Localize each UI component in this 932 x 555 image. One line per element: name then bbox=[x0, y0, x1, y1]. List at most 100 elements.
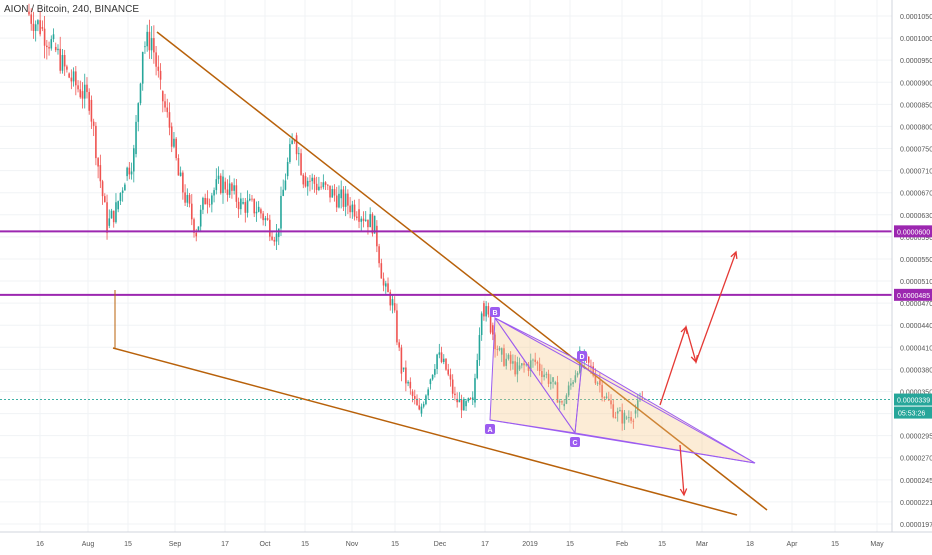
candle-body bbox=[458, 399, 461, 403]
pattern-point-badge bbox=[577, 351, 587, 361]
candle-body bbox=[625, 417, 628, 419]
candle-body bbox=[621, 410, 623, 424]
x-tick-label: 17 bbox=[221, 541, 229, 548]
y-tick-label: 0.0000630 bbox=[900, 213, 932, 220]
candle-body bbox=[271, 236, 273, 240]
arrow-head bbox=[679, 488, 688, 497]
candle-body bbox=[518, 365, 521, 370]
candle-body bbox=[186, 194, 189, 203]
candle-body bbox=[39, 20, 41, 35]
y-tick-label: 0.0000850 bbox=[900, 102, 932, 109]
y-tick-label: 0.0000197 bbox=[900, 522, 932, 529]
candle-body bbox=[396, 310, 398, 343]
candle-body bbox=[83, 84, 86, 99]
candle-body bbox=[440, 352, 443, 363]
candle-body bbox=[429, 379, 432, 385]
candle-body bbox=[28, 11, 30, 15]
candle-body bbox=[570, 383, 572, 386]
candle-body bbox=[331, 189, 334, 198]
candle-body bbox=[173, 138, 175, 147]
candle-body bbox=[489, 314, 492, 333]
y-tick-label: 0.0000550 bbox=[900, 257, 932, 264]
candle-body bbox=[616, 411, 619, 414]
candle-body bbox=[251, 198, 253, 200]
candle-body bbox=[240, 198, 242, 210]
candle-body bbox=[150, 38, 153, 51]
candle-body bbox=[442, 358, 445, 363]
candle-body bbox=[242, 202, 244, 204]
candle-body bbox=[369, 214, 371, 228]
candle-body bbox=[77, 85, 79, 90]
x-tick-label: Sep bbox=[169, 541, 182, 548]
candle-body bbox=[509, 354, 512, 364]
y-tick-label: 0.0000510 bbox=[900, 279, 932, 286]
candle-body bbox=[498, 348, 501, 350]
candle-body bbox=[63, 55, 66, 67]
x-tick-label: 15 bbox=[301, 541, 309, 548]
candle-body bbox=[275, 233, 278, 242]
candle-body bbox=[298, 153, 300, 155]
y-tick-label: 0.0000590 bbox=[900, 235, 932, 242]
candle-body bbox=[384, 283, 387, 287]
candle-body bbox=[153, 38, 155, 53]
candle-body bbox=[567, 385, 570, 396]
candle-body bbox=[451, 379, 454, 394]
candle-body bbox=[619, 410, 621, 412]
candle-body bbox=[538, 363, 541, 372]
candle-body bbox=[474, 378, 476, 403]
pattern-lower-line bbox=[489, 419, 756, 464]
candle-body bbox=[300, 153, 302, 175]
candle-body bbox=[219, 175, 222, 194]
candle-body bbox=[86, 84, 88, 93]
pattern-point-badge bbox=[485, 424, 495, 434]
candle-body bbox=[561, 401, 563, 403]
candle-body bbox=[168, 112, 171, 128]
candle-body bbox=[304, 176, 307, 187]
candle-body bbox=[206, 198, 209, 205]
candle-body bbox=[407, 381, 409, 384]
candle-body bbox=[327, 184, 329, 186]
pattern-point-label: B bbox=[492, 310, 497, 317]
candle-body bbox=[61, 55, 64, 71]
candle-body bbox=[266, 218, 269, 220]
y-tick-label: 0.0000800 bbox=[900, 124, 932, 131]
price-layer bbox=[28, 3, 644, 431]
countdown-badge bbox=[894, 406, 932, 419]
candle-body bbox=[505, 358, 508, 366]
candle-body bbox=[558, 401, 561, 403]
candle-body bbox=[556, 382, 559, 403]
y-tick-label: 0.0000410 bbox=[900, 345, 932, 352]
candle-body bbox=[371, 214, 374, 234]
candle-body bbox=[81, 91, 84, 99]
y-tick-label: 0.0000295 bbox=[900, 434, 932, 441]
candle-body bbox=[541, 371, 543, 378]
y-tick-label: 0.0000750 bbox=[900, 147, 932, 154]
x-tick-label: 15 bbox=[391, 541, 399, 548]
candle-body bbox=[108, 218, 111, 226]
candle-body bbox=[532, 359, 534, 361]
candle-body bbox=[521, 363, 523, 366]
candle-body bbox=[378, 246, 380, 264]
candle-body bbox=[72, 71, 75, 82]
candle-body bbox=[460, 399, 463, 411]
candle-body bbox=[202, 197, 204, 210]
candle-body bbox=[126, 167, 128, 177]
candle-body bbox=[409, 381, 412, 389]
candle-body bbox=[422, 404, 425, 407]
price-level-label: 0.0000485 bbox=[897, 293, 930, 300]
candle-body bbox=[416, 398, 418, 406]
candle-body bbox=[389, 292, 392, 306]
candle-body bbox=[155, 52, 157, 67]
candle-body bbox=[599, 380, 601, 385]
candle-body bbox=[208, 204, 211, 206]
candle-body bbox=[253, 198, 256, 214]
candle-body bbox=[565, 395, 568, 404]
candle-body bbox=[534, 359, 536, 362]
y-tick-label: 0.0000270 bbox=[900, 456, 932, 463]
candle-body bbox=[117, 201, 119, 210]
candle-body bbox=[161, 91, 164, 102]
candle-body bbox=[418, 405, 421, 410]
candle-body bbox=[41, 27, 44, 29]
x-tick-label: Dec bbox=[434, 541, 447, 548]
